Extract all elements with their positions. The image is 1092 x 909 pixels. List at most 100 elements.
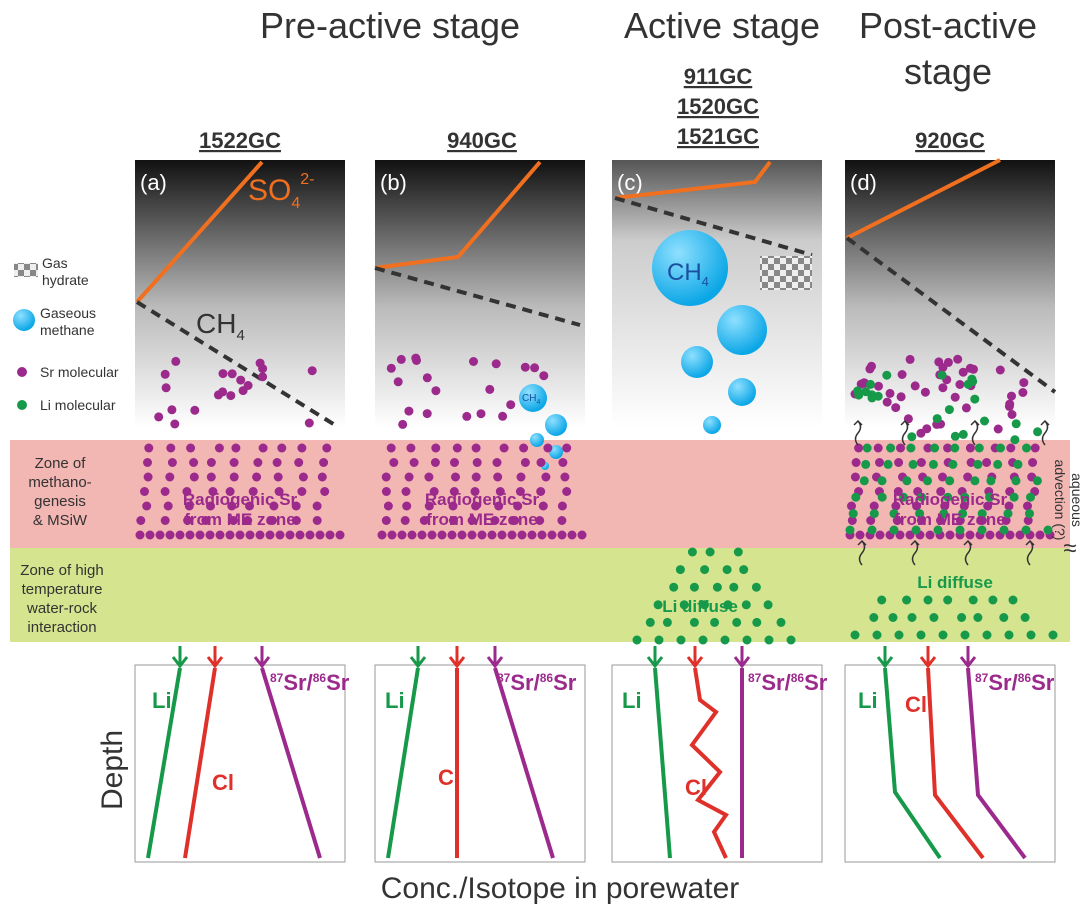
molecule <box>884 460 893 469</box>
molecule <box>306 531 315 540</box>
molecule <box>1049 631 1058 640</box>
molecule <box>294 458 303 467</box>
molecule <box>966 531 975 540</box>
legend-swatch <box>13 309 35 331</box>
molecule <box>878 476 887 485</box>
molecule <box>1009 596 1018 605</box>
molecule <box>296 531 305 540</box>
molecule <box>877 596 886 605</box>
molecule <box>966 444 975 453</box>
molecule <box>866 380 875 389</box>
part: Sr <box>1031 670 1055 695</box>
part: 86 <box>313 671 327 685</box>
molecule <box>944 358 953 367</box>
molecule <box>473 458 482 467</box>
part: Sr/ <box>988 670 1017 695</box>
molecule <box>945 476 954 485</box>
molecule <box>860 476 869 485</box>
molecule <box>431 458 440 467</box>
molecule <box>316 531 325 540</box>
molecule <box>186 444 195 453</box>
molecule <box>273 458 282 467</box>
molecule <box>276 531 285 540</box>
molecule <box>286 531 295 540</box>
molecule <box>161 370 170 379</box>
molecule <box>1021 613 1030 622</box>
molecule <box>765 636 774 645</box>
part: 86 <box>540 671 554 685</box>
molecule <box>950 444 959 453</box>
molecule <box>472 444 481 453</box>
molecule <box>951 393 960 402</box>
molecule <box>669 583 678 592</box>
stage-title: Active stage <box>624 5 820 46</box>
part: Sr/ <box>283 670 312 695</box>
li-label: Li <box>858 688 878 713</box>
molecule <box>246 531 255 540</box>
molecule <box>136 531 145 540</box>
molecule <box>986 531 995 540</box>
molecule <box>939 631 948 640</box>
molecule <box>428 531 437 540</box>
molecule <box>777 618 786 627</box>
molecule <box>538 531 547 540</box>
line: Post-active <box>859 5 1037 46</box>
legend-text: Gaseousmethane <box>40 305 96 338</box>
li-diffuse-label: Li diffuse <box>662 597 738 616</box>
molecule <box>1025 509 1034 518</box>
molecule <box>907 432 916 441</box>
line: genesis <box>34 493 86 510</box>
molecule <box>957 613 966 622</box>
molecule <box>1033 476 1042 485</box>
molecule <box>336 531 345 540</box>
molecule <box>326 531 335 540</box>
molecule <box>186 531 195 540</box>
molecule <box>424 473 433 482</box>
molecule <box>851 473 860 482</box>
molecule <box>492 359 501 368</box>
molecule <box>894 458 903 467</box>
molecule <box>959 368 968 377</box>
molecule <box>706 548 715 557</box>
molecule <box>1007 392 1016 401</box>
line: methano- <box>28 474 91 491</box>
molecule <box>402 502 411 511</box>
molecule <box>699 636 708 645</box>
molecule <box>1033 427 1042 436</box>
molecule <box>646 618 655 627</box>
line: Zone of high <box>20 562 103 579</box>
li-diffuse-label: Li diffuse <box>917 573 993 592</box>
molecule <box>438 531 447 540</box>
molecule <box>973 613 982 622</box>
molecule <box>886 389 895 398</box>
molecule <box>277 444 286 453</box>
molecule <box>190 473 199 482</box>
molecule <box>410 458 419 467</box>
molecule <box>171 357 180 366</box>
molecule <box>389 458 398 467</box>
molecule <box>938 383 947 392</box>
molecule <box>690 583 699 592</box>
molecule <box>1008 410 1017 419</box>
line: Radiogenic Sr <box>183 490 298 509</box>
molecule <box>230 473 239 482</box>
radiogenic-label: Radiogenic Srfrom ME zone <box>425 490 540 529</box>
molecule <box>906 355 915 364</box>
radiogenic-label: Radiogenic Srfrom ME zone <box>893 490 1008 529</box>
molecule <box>388 531 397 540</box>
molecule <box>146 531 155 540</box>
molecule <box>688 548 697 557</box>
molecule <box>560 473 569 482</box>
molecule <box>869 613 878 622</box>
molecule <box>558 531 567 540</box>
molecule <box>305 419 314 428</box>
molecule <box>973 460 982 469</box>
molecule <box>404 407 413 416</box>
molecule <box>382 516 391 525</box>
molecule <box>897 392 906 401</box>
molecule <box>493 458 502 467</box>
part: 87 <box>975 671 989 685</box>
molecule <box>846 526 855 535</box>
molecule <box>168 458 177 467</box>
line: Radiogenic Sr <box>425 490 540 509</box>
